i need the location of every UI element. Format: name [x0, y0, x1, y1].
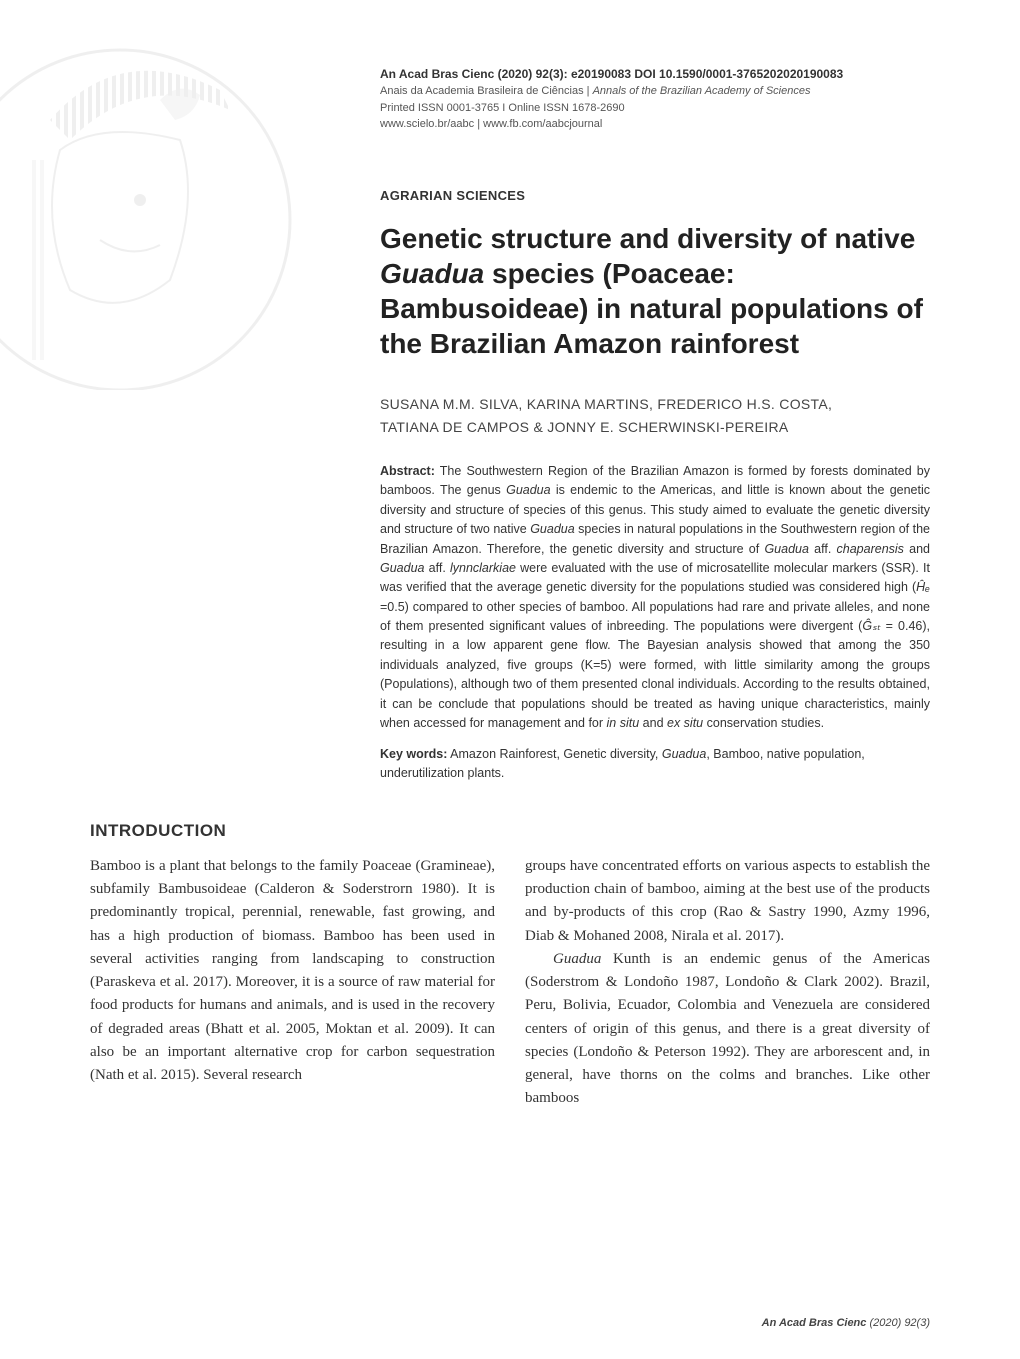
column-right: groups have concentrated efforts on vari… — [525, 855, 930, 1111]
authors-line-2: TATIANA DE CAMPOS & JONNY E. SCHERWINSKI… — [380, 416, 930, 440]
journal-header: An Acad Bras Cienc (2020) 92(3): e201900… — [380, 65, 930, 133]
journal-urls: www.scielo.br/aabc | www.fb.com/aabcjour… — [380, 116, 930, 133]
introduction-heading: INTRODUCTION — [90, 821, 930, 841]
journal-logo — [0, 20, 310, 390]
citation-doi: An Acad Bras Cienc (2020) 92(3): e201900… — [380, 65, 930, 83]
abstract: Abstract: The Southwestern Region of the… — [380, 462, 930, 733]
issn-line: Printed ISSN 0001-3765 I Online ISSN 167… — [380, 100, 930, 117]
authors-line-1: SUSANA M.M. SILVA, KARINA MARTINS, FREDE… — [380, 393, 930, 417]
section-category: AGRARIAN SCIENCES — [380, 188, 930, 203]
helmet-icon — [0, 20, 310, 390]
column-left: Bamboo is a plant that belongs to the fa… — [90, 855, 495, 1111]
author-list: SUSANA M.M. SILVA, KARINA MARTINS, FREDE… — [380, 393, 930, 441]
journal-names: Anais da Academia Brasileira de Ciências… — [380, 83, 930, 100]
keywords-label: Key words: — [380, 747, 447, 761]
article-title: Genetic structure and diversity of nativ… — [380, 221, 930, 361]
keywords: Key words: Amazon Rainforest, Genetic di… — [380, 745, 930, 783]
paragraph-2: groups have concentrated efforts on vari… — [525, 855, 930, 948]
footer-citation: An Acad Bras Cienc (2020) 92(3) — [762, 1317, 930, 1329]
body-text: Bamboo is a plant that belongs to the fa… — [90, 855, 930, 1111]
abstract-label: Abstract: — [380, 464, 435, 478]
paragraph-3: Guadua Kunth is an endemic genus of the … — [525, 948, 930, 1111]
paragraph-1: Bamboo is a plant that belongs to the fa… — [90, 855, 495, 1088]
